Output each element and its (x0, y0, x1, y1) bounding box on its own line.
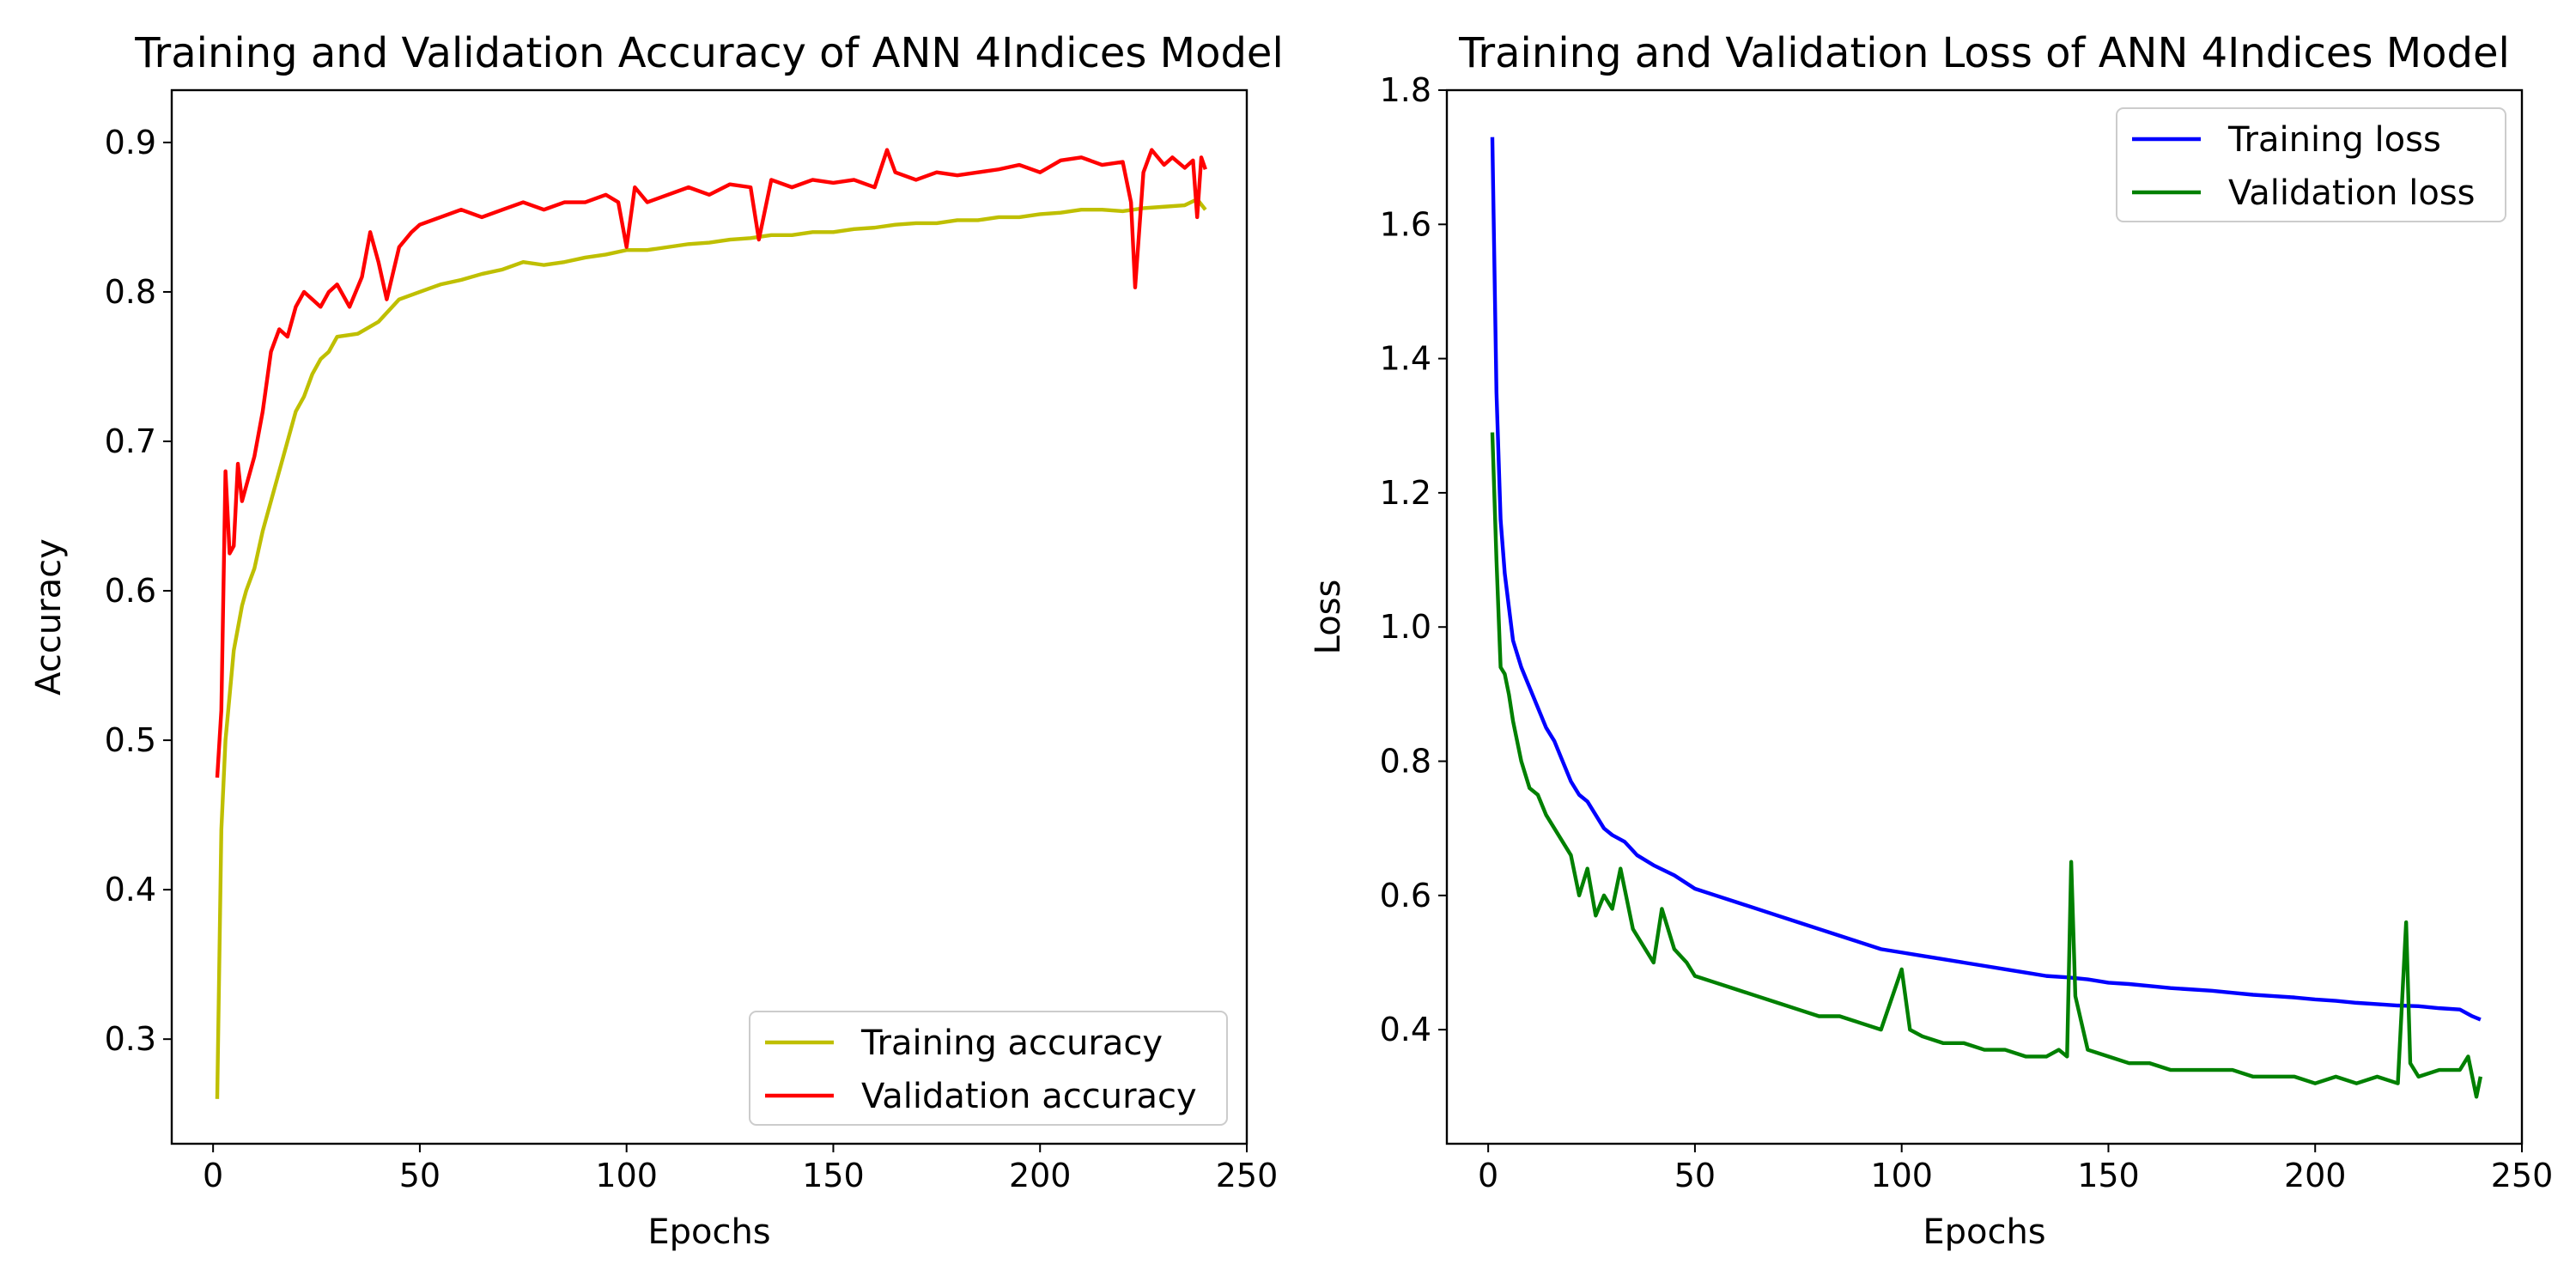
x-tick-label: 0 (203, 1157, 223, 1194)
y-tick-label: 0.6 (1380, 877, 1431, 914)
x-tick-label: 200 (1009, 1157, 1072, 1194)
x-tick-label: 150 (802, 1157, 865, 1194)
legend-label-validation-accuracy: Validation accuracy (861, 1077, 1197, 1116)
y-tick-label: 0.7 (105, 422, 156, 460)
y-tick-label: 1.0 (1380, 608, 1431, 646)
plot-frame (170, 88, 1249, 1145)
y-tick-label: 1.4 (1380, 340, 1431, 378)
x-axis-label: Epochs (647, 1212, 770, 1252)
y-tick-label: 0.4 (1380, 1011, 1431, 1048)
x-tick-label: 100 (1870, 1157, 1933, 1194)
x-tick-label: 0 (1478, 1157, 1498, 1194)
series-line-training-loss (1490, 137, 2482, 1022)
series-line-validation-accuracy (215, 148, 1207, 778)
chart-1: 0 50 100 150 200 250 0.3 0.4 0.5 0.6 0.7 0.8 0.9 Trai… (29, 29, 1284, 1252)
chart-2: 0 50 100 150 200 250 0.4 0.6 0.8 1.0 1.2 1.4 1.6 1.8 T… (1309, 29, 2553, 1252)
legend: Training loss Validation loss (2116, 107, 2506, 222)
y-tick-label: 1.6 (1380, 205, 1431, 243)
y-axis-label: Accuracy (29, 538, 69, 696)
x-tick-label: 50 (399, 1157, 440, 1194)
y-tick-label: 0.9 (105, 124, 156, 161)
x-tick-label: 50 (1674, 1157, 1716, 1194)
chart-title: Training and Validation Loss of ANN 4Ind… (1458, 29, 2510, 77)
y-tick-label: 0.3 (105, 1020, 156, 1058)
plot-area (172, 90, 1247, 1144)
legend-label-training-accuracy: Training accuracy (860, 1024, 1163, 1063)
x-tick-label: 250 (2491, 1157, 2554, 1194)
y-tick-label: 0.8 (105, 273, 156, 311)
y-tick-label: 0.8 (1380, 743, 1431, 781)
y-tick-label: 0.5 (105, 721, 156, 759)
plot-frame (1445, 88, 2524, 1145)
plot-area (1447, 90, 2522, 1144)
y-tick-label: 1.2 (1380, 474, 1431, 512)
legend: Training accuracy Validation accuracy (749, 1011, 1228, 1126)
legend-box (749, 1011, 1228, 1126)
y-tick-label: 0.6 (105, 572, 156, 610)
chart-title: Training and Validation Accuracy of ANN … (134, 29, 1284, 77)
x-tick-label: 250 (1216, 1157, 1279, 1194)
legend-box (2116, 107, 2506, 222)
y-tick-label: 1.8 (1380, 71, 1431, 109)
y-axis-label: Loss (1309, 580, 1348, 655)
x-tick-label: 200 (2284, 1157, 2347, 1194)
x-axis-label: Epochs (1923, 1212, 2045, 1252)
legend-label-training-loss: Training loss (2227, 120, 2441, 160)
legend-label-validation-loss: Validation loss (2228, 173, 2476, 213)
series-line-training-accuracy (215, 197, 1207, 1099)
series-line-validation-loss (1490, 432, 2483, 1099)
x-tick-label: 150 (2077, 1157, 2140, 1194)
x-tick-label: 100 (595, 1157, 658, 1194)
y-tick-label: 0.4 (105, 871, 156, 908)
